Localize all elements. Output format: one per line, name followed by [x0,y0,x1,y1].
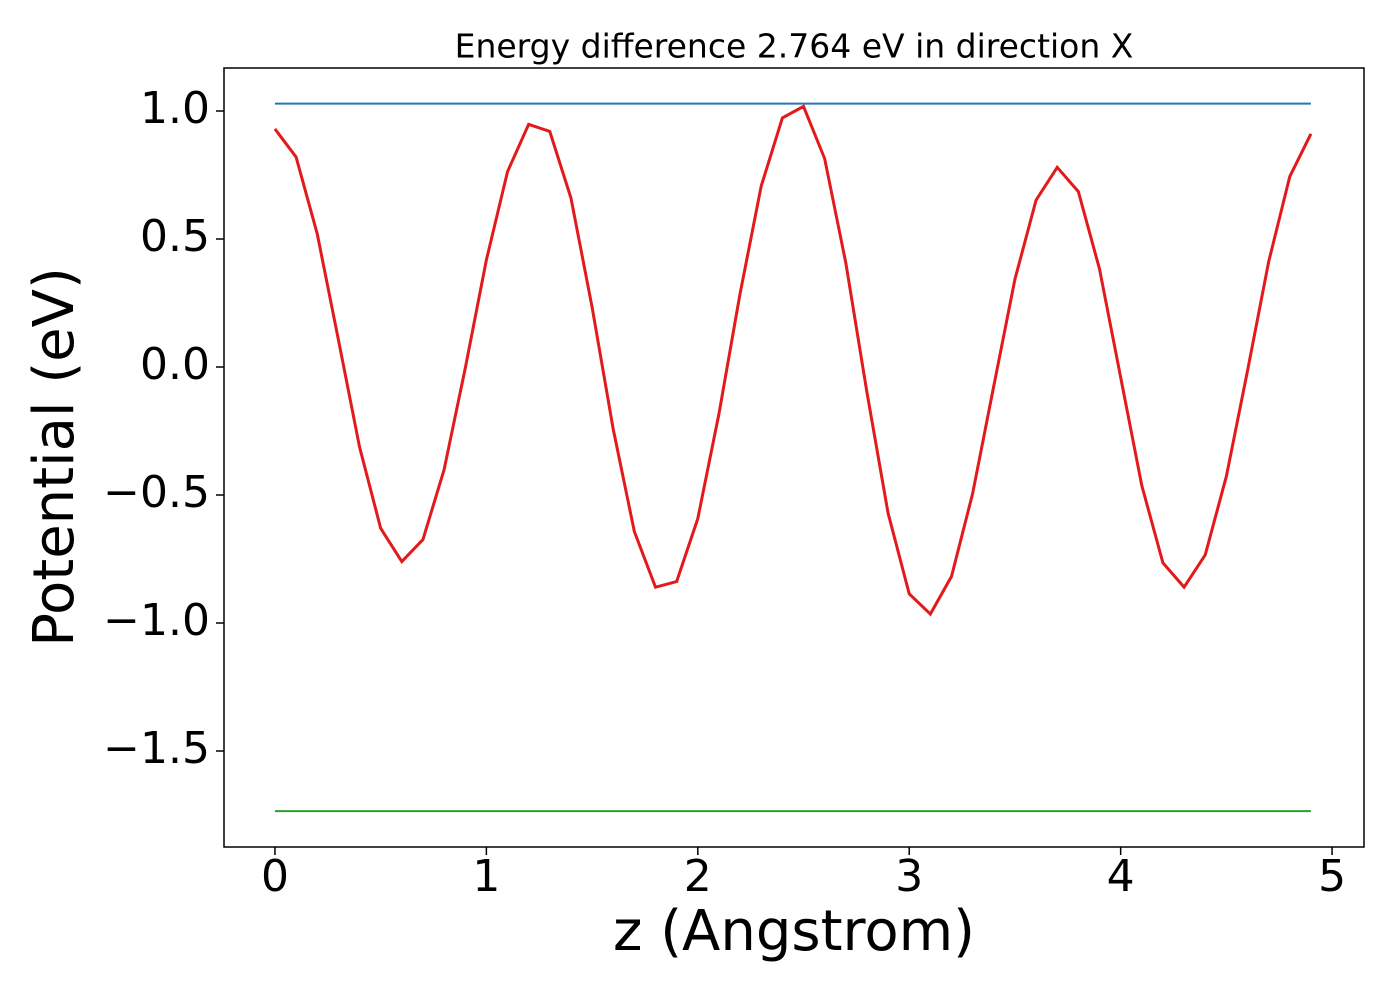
y-axis-label: Potential (eV) [22,267,87,647]
x-axis-label: z (Angstrom) [613,899,975,964]
x-tick-label: 5 [1318,851,1346,902]
x-tick-label: 4 [1107,851,1135,902]
y-tick-label: 0.0 [140,339,210,390]
y-tick-label: 1.0 [140,83,210,134]
x-tick-label: 1 [472,851,500,902]
y-tick-label: −0.5 [103,467,210,518]
x-tick-label: 2 [684,851,712,902]
x-tick-label: 0 [261,851,289,902]
data-line [273,104,1313,617]
plot-frame [223,67,1365,848]
y-tick-label: −1.5 [103,723,210,774]
x-tick-label: 3 [895,851,923,902]
y-tick-label: 0.5 [140,211,210,262]
chart-title: Energy difference 2.764 eV in direction … [455,27,1134,66]
y-tick-label: −1.0 [103,595,210,646]
